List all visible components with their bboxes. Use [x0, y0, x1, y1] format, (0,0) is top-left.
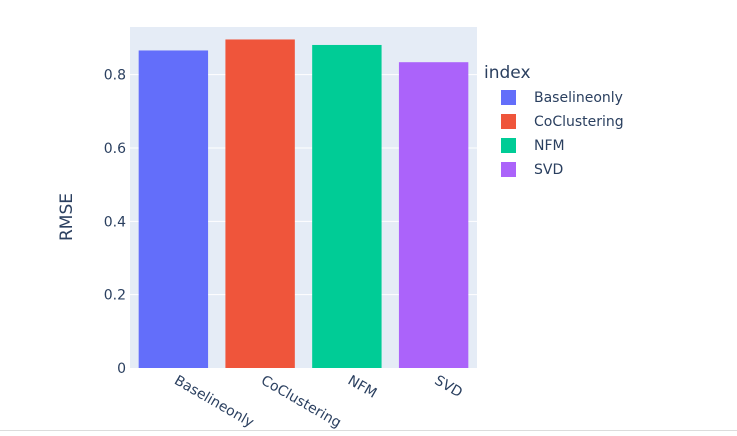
legend-items: Baselineonly CoClustering NFM SVD: [501, 90, 624, 178]
y-axis-ticks: 0 0.2 0.4 0.6 0.8: [104, 68, 126, 377]
y-tick-label-0: 0: [117, 361, 126, 377]
bar-coclustering: [225, 39, 295, 368]
legend-title: index: [484, 63, 531, 83]
legend-label-coclustering: CoClustering: [534, 114, 624, 130]
y-tick-label-1: 0.2: [104, 288, 126, 304]
legend-swatch-coclustering: [501, 114, 516, 129]
y-tick-label-4: 0.8: [104, 68, 126, 84]
bar-svd: [398, 62, 469, 368]
legend-swatch-svd: [501, 162, 516, 177]
y-axis-title: RMSE: [57, 193, 77, 241]
bottom-divider: [0, 430, 737, 431]
x-tick-label-nfm: NFM: [345, 373, 380, 402]
bar-baselineonly: [138, 50, 209, 368]
x-tick-label-coclustering: CoClustering: [258, 373, 344, 432]
legend-label-svd: SVD: [534, 162, 563, 178]
legend: index Baselineonly CoClustering NFM SVD: [484, 63, 624, 178]
y-tick-label-2: 0.4: [104, 214, 126, 230]
x-axis-ticks: Baselineonly CoClustering NFM SVD: [171, 373, 465, 432]
y-tick-label-3: 0.6: [104, 141, 126, 157]
bar-nfm: [312, 44, 382, 368]
x-tick-label-baselineonly: Baselineonly: [171, 373, 256, 431]
legend-swatch-baselineonly: [501, 90, 516, 105]
legend-label-baselineonly: Baselineonly: [534, 90, 623, 106]
bars: [138, 39, 469, 368]
x-tick-label-svd: SVD: [432, 373, 465, 401]
legend-label-nfm: NFM: [534, 138, 565, 154]
legend-swatch-nfm: [501, 138, 516, 153]
